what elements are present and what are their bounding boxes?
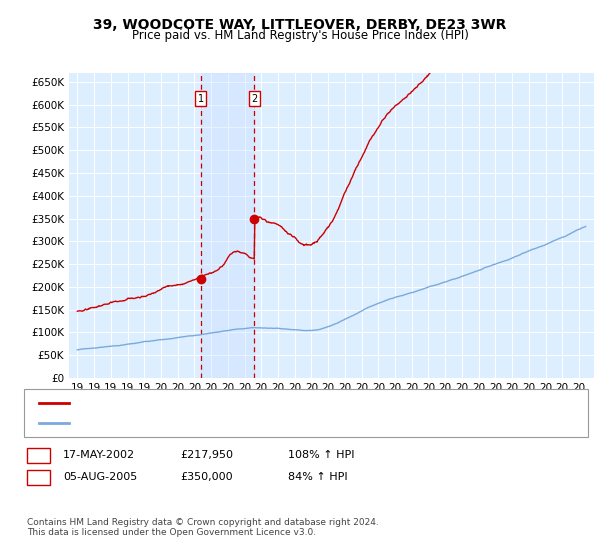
Text: HPI: Average price, detached house, City of Derby: HPI: Average price, detached house, City… xyxy=(75,418,325,428)
Text: 39, WOODCOTE WAY, LITTLEOVER, DERBY, DE23 3WR (detached house): 39, WOODCOTE WAY, LITTLEOVER, DERBY, DE2… xyxy=(75,398,434,408)
Text: 05-AUG-2005: 05-AUG-2005 xyxy=(63,472,137,482)
Text: 108% ↑ HPI: 108% ↑ HPI xyxy=(288,450,355,460)
Text: Contains HM Land Registry data © Crown copyright and database right 2024.
This d: Contains HM Land Registry data © Crown c… xyxy=(27,518,379,538)
Text: 17-MAY-2002: 17-MAY-2002 xyxy=(63,450,135,460)
Text: £350,000: £350,000 xyxy=(180,472,233,482)
Text: 1: 1 xyxy=(197,94,204,104)
Text: 2: 2 xyxy=(35,472,42,482)
Text: 84% ↑ HPI: 84% ↑ HPI xyxy=(288,472,347,482)
Text: 39, WOODCOTE WAY, LITTLEOVER, DERBY, DE23 3WR: 39, WOODCOTE WAY, LITTLEOVER, DERBY, DE2… xyxy=(94,18,506,32)
Text: Price paid vs. HM Land Registry's House Price Index (HPI): Price paid vs. HM Land Registry's House … xyxy=(131,29,469,42)
Text: 2: 2 xyxy=(251,94,257,104)
Text: £217,950: £217,950 xyxy=(180,450,233,460)
Text: 1: 1 xyxy=(35,450,42,460)
Bar xyxy=(201,73,254,378)
